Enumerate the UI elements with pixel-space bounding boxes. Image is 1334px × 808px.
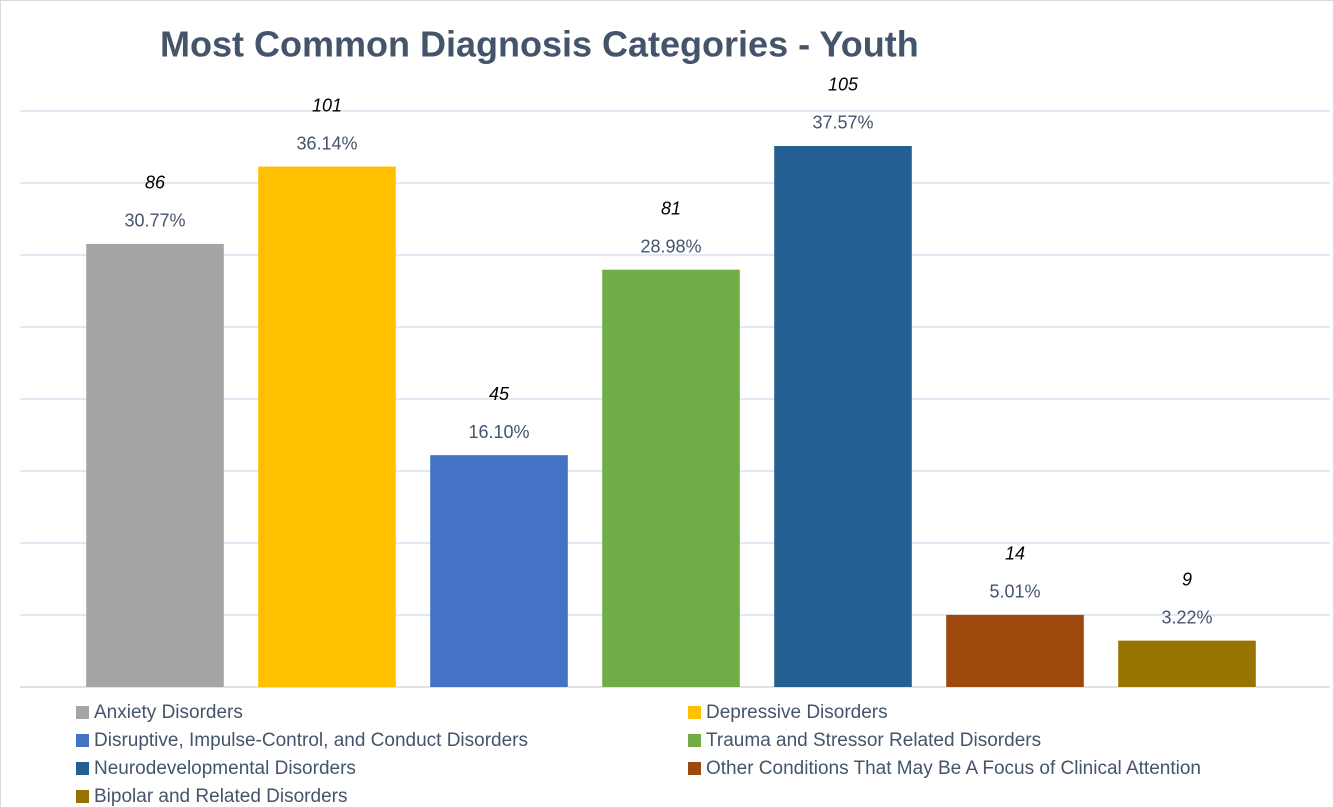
count-label: 14: [1005, 544, 1025, 564]
legend-label: Trauma and Stressor Related Disorders: [706, 730, 1041, 751]
legend-swatch: [76, 790, 89, 803]
count-label: 86: [145, 173, 166, 193]
count-label: 45: [489, 384, 510, 404]
value-label: 36.14%: [296, 133, 357, 153]
bar: [258, 166, 396, 688]
bar: [86, 243, 224, 688]
chart-title: Most Common Diagnosis Categories - Youth: [160, 24, 919, 65]
legend-swatch: [688, 706, 701, 719]
legend-label: Other Conditions That May Be A Focus of …: [706, 758, 1201, 779]
count-label: 101: [312, 95, 342, 115]
value-label: 5.01%: [989, 582, 1040, 602]
value-label: 37.57%: [812, 113, 873, 133]
value-label: 28.98%: [640, 236, 701, 256]
legend-swatch: [76, 706, 89, 719]
legend-label: Disruptive, Impulse-Control, and Conduct…: [94, 730, 528, 751]
value-label: 30.77%: [124, 211, 185, 231]
legend-swatch: [76, 762, 89, 775]
legend-label: Anxiety Disorders: [94, 702, 243, 723]
bar: [946, 614, 1084, 687]
legend-swatch: [688, 734, 701, 747]
value-label: 16.10%: [468, 422, 529, 442]
bar: [1118, 640, 1256, 687]
legend-label: Bipolar and Related Disorders: [94, 786, 347, 807]
count-label: 9: [1182, 569, 1192, 589]
legend-label: Depressive Disorders: [706, 702, 888, 723]
bar: [602, 269, 740, 687]
bar: [774, 145, 912, 687]
count-label: 105: [828, 75, 859, 95]
count-label: 81: [661, 198, 681, 218]
legend-swatch: [76, 734, 89, 747]
legend-swatch: [688, 762, 701, 775]
bar: [430, 455, 568, 687]
value-label: 3.22%: [1161, 607, 1212, 627]
legend-label: Neurodevelopmental Disorders: [94, 758, 356, 779]
